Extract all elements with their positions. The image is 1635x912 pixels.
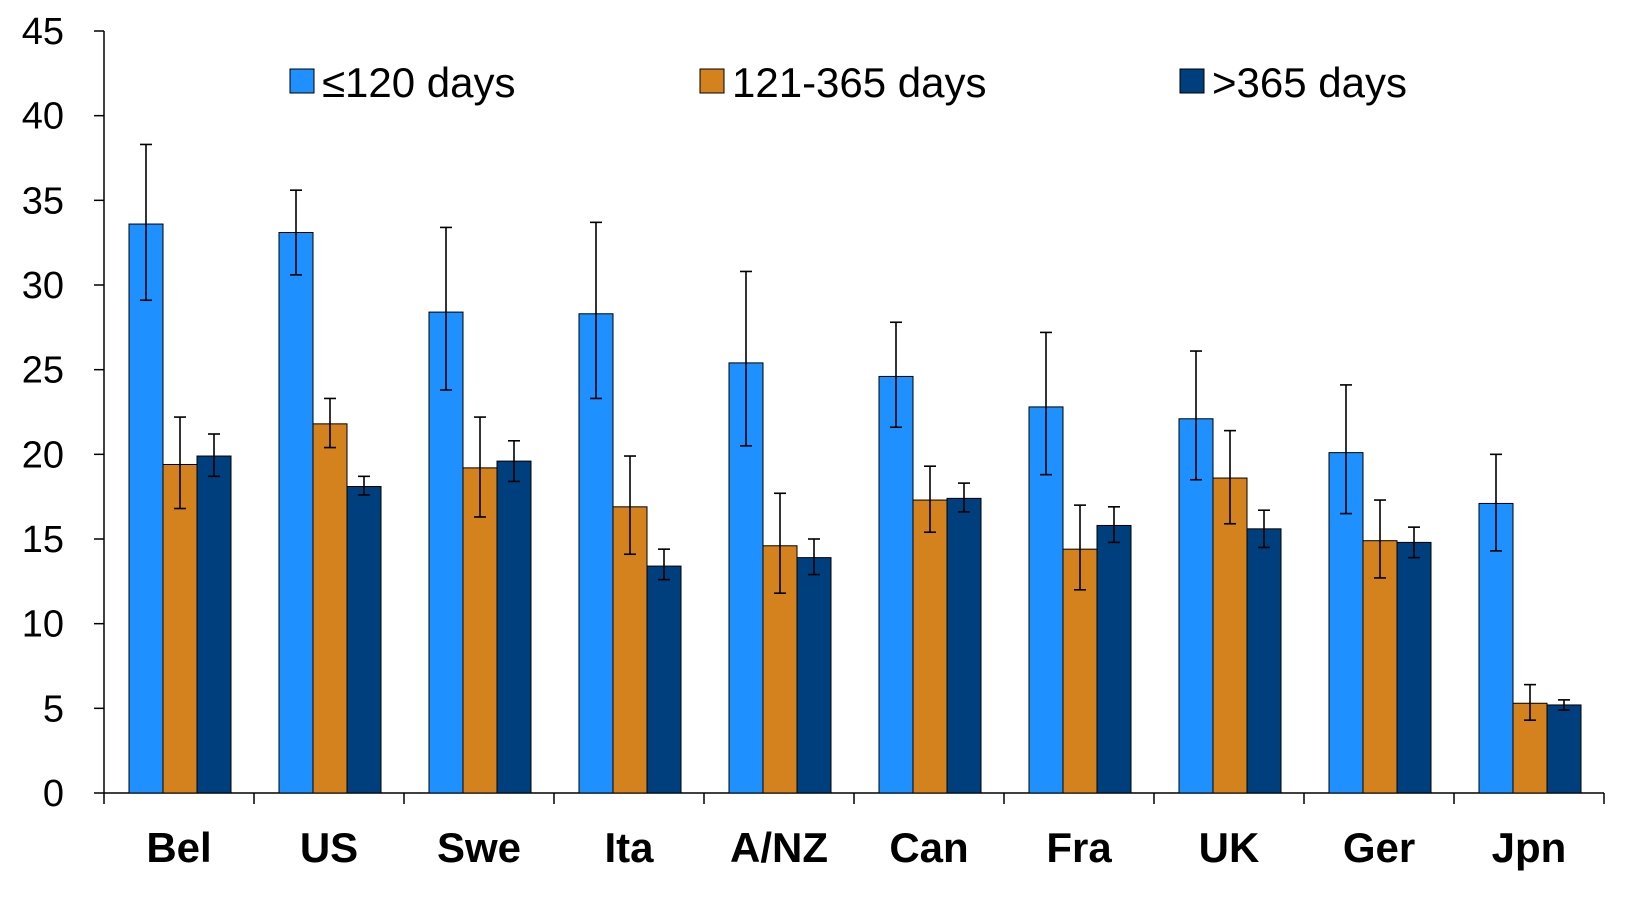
legend-label: 121-365 days xyxy=(732,59,987,106)
x-tick-label: Swe xyxy=(437,824,521,871)
y-tick-label: 40 xyxy=(22,96,64,138)
y-tick-label: 45 xyxy=(22,11,64,53)
bar xyxy=(946,497,982,794)
y-tick-label: 20 xyxy=(22,434,64,476)
bar xyxy=(912,499,948,794)
bar xyxy=(346,486,382,794)
y-tick-label: 15 xyxy=(22,519,64,561)
legend-swatch xyxy=(1179,68,1205,94)
bar xyxy=(878,375,914,794)
y-tick-label: 0 xyxy=(43,773,64,815)
legend-label: ≤120 days xyxy=(322,59,516,106)
bar xyxy=(1178,418,1214,794)
bar xyxy=(128,223,164,794)
bar xyxy=(196,455,232,794)
legend-swatch xyxy=(289,68,315,94)
y-tick-label: 5 xyxy=(43,688,64,730)
bar xyxy=(646,565,682,794)
legend-label: >365 days xyxy=(1212,59,1407,106)
bar xyxy=(162,463,198,794)
bar xyxy=(1246,528,1282,794)
y-tick-label: 35 xyxy=(22,180,64,222)
bars xyxy=(128,223,1582,794)
bar xyxy=(278,232,314,794)
x-tick-label: A/NZ xyxy=(730,824,828,871)
bar xyxy=(1478,502,1514,794)
x-tick-label: UK xyxy=(1199,824,1260,871)
x-tick-label: Can xyxy=(889,824,968,871)
bar xyxy=(312,423,348,794)
legend: ≤120 days 121-365 days >365 days xyxy=(289,59,1407,106)
bar xyxy=(428,311,464,794)
bar xyxy=(1396,541,1432,794)
legend-swatch xyxy=(699,68,725,94)
y-tick-label: 30 xyxy=(22,265,64,307)
bar xyxy=(1546,704,1582,794)
y-tick-label: 10 xyxy=(22,604,64,646)
bar xyxy=(1096,524,1132,794)
x-tick-label: Ger xyxy=(1343,824,1415,871)
x-tick-label: Jpn xyxy=(1492,824,1567,871)
bar xyxy=(1212,477,1248,794)
x-tick-label: Ita xyxy=(604,824,654,871)
bar xyxy=(462,467,498,794)
x-tick-label: Bel xyxy=(146,824,211,871)
error-bars xyxy=(140,143,1570,721)
x-tick-label: Fra xyxy=(1046,824,1112,871)
x-tick-label: US xyxy=(300,824,358,871)
bar xyxy=(496,460,532,794)
tick-labels: 0 5 10 15 20 25 30 35 40 45 Bel US Swe Ita A/NZ Can Fra U… xyxy=(22,11,1567,871)
y-tick-label: 25 xyxy=(22,350,64,392)
bar xyxy=(796,557,832,794)
